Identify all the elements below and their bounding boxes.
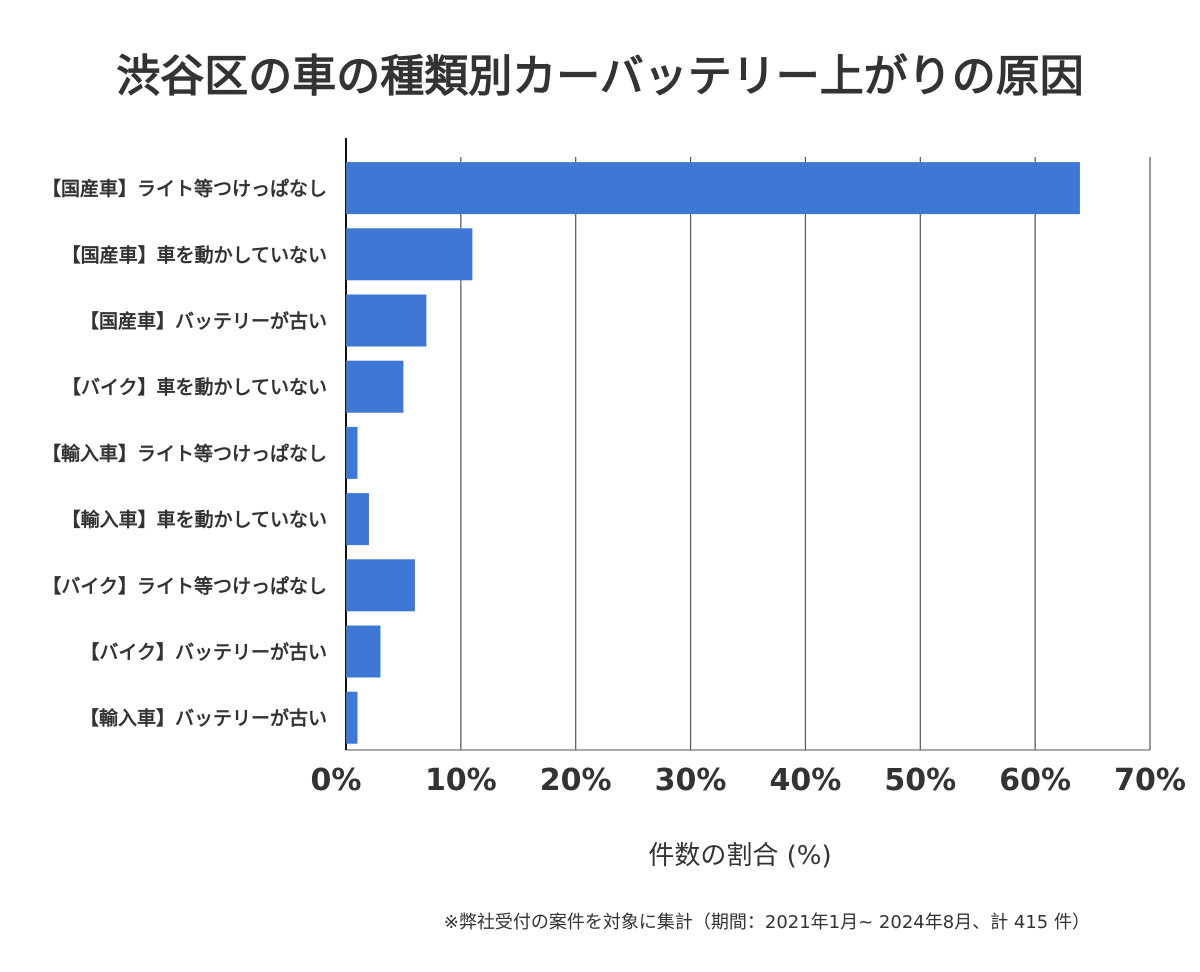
bar bbox=[346, 360, 404, 413]
bar bbox=[346, 228, 473, 281]
y-category-label: 【輸入車】車を動かしていない bbox=[62, 508, 327, 531]
y-category-label: 【バイク】ライト等つけっぱなし bbox=[42, 574, 327, 597]
bar bbox=[346, 426, 358, 479]
chart-title: 渋谷区の車の種類別カーバッテリー上がりの原因 bbox=[116, 51, 1084, 102]
y-category-label: 【国産車】ライト等つけっぱなし bbox=[42, 177, 327, 200]
bar bbox=[346, 625, 381, 678]
y-category-label: 【輸入車】ライト等つけっぱなし bbox=[42, 442, 327, 465]
x-tick-label: 30% bbox=[655, 763, 727, 798]
bar bbox=[346, 294, 427, 347]
bar bbox=[346, 691, 358, 744]
x-tick-label: 20% bbox=[540, 763, 612, 798]
x-tick-label: 0% bbox=[311, 763, 362, 798]
x-tick-label: 40% bbox=[770, 763, 842, 798]
footnote: ※弊社受付の案件を対象に集計（期間：2021年1月~ 2024年8月、計 415… bbox=[443, 912, 1090, 933]
bar bbox=[346, 559, 415, 612]
bar bbox=[346, 162, 1080, 215]
y-category-label: 【国産車】車を動かしていない bbox=[62, 243, 327, 266]
x-tick-label: 60% bbox=[999, 763, 1071, 798]
bar bbox=[346, 493, 369, 546]
y-category-label: 【輸入車】バッテリーが古い bbox=[80, 707, 327, 730]
x-tick-label: 70% bbox=[1114, 763, 1186, 798]
y-category-label: 【バイク】バッテリーが古い bbox=[80, 641, 327, 664]
y-category-label: 【国産車】バッテリーが古い bbox=[80, 310, 327, 333]
y-category-label: 【バイク】車を動かしていない bbox=[62, 376, 327, 399]
x-tick-label: 10% bbox=[425, 763, 497, 798]
x-tick-label: 50% bbox=[884, 763, 956, 798]
x-axis-label: 件数の割合 (%) bbox=[648, 841, 832, 871]
